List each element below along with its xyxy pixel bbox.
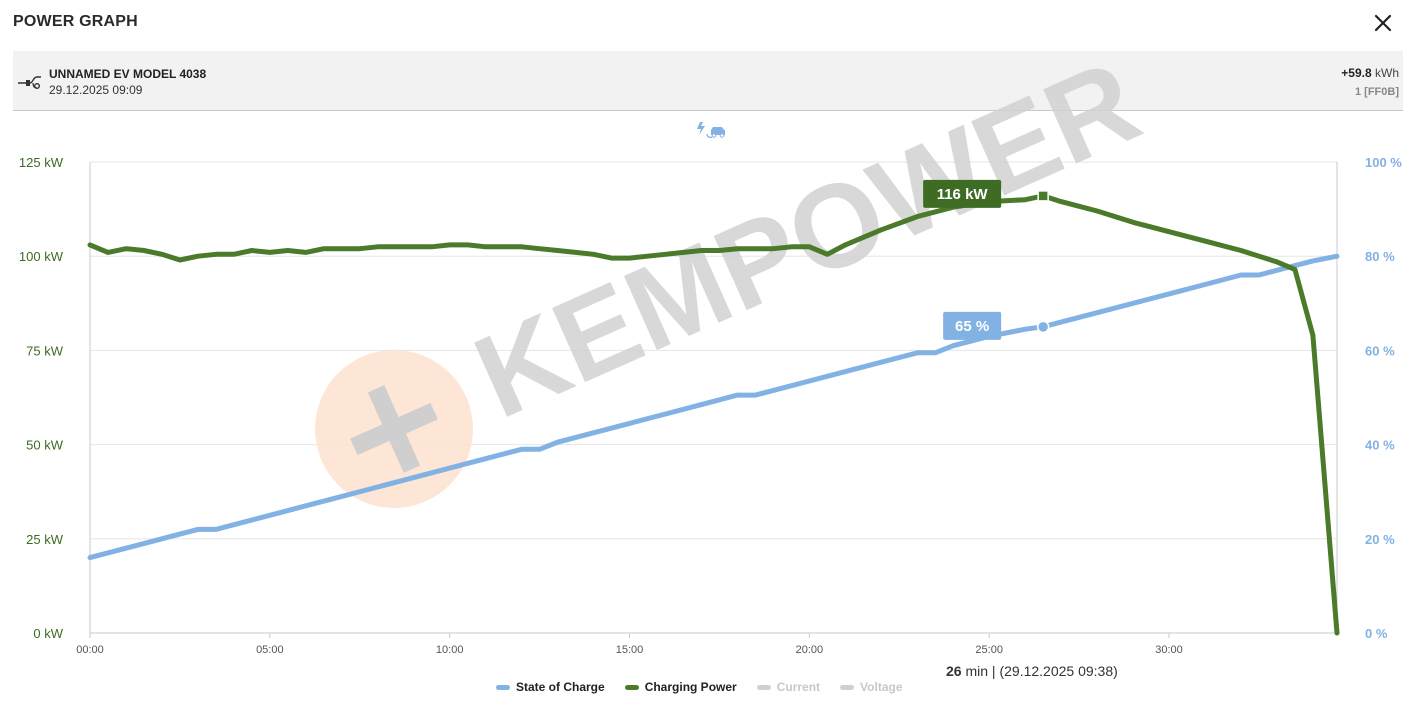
legend-swatch	[756, 684, 771, 690]
readout-unit: min |	[961, 663, 1000, 679]
energy-unit: kWh	[1375, 66, 1399, 80]
chart-series	[87, 193, 1340, 636]
legend-item-voltage[interactable]: Voltage	[840, 680, 903, 694]
legend-swatch	[624, 684, 639, 690]
legend-label: Current	[776, 680, 821, 694]
x-tick-label: 25:00	[975, 644, 1003, 656]
chart-markers: 116 kW 65 %	[923, 179, 1050, 340]
y-right-tick-label: 0 %	[1365, 626, 1388, 641]
chart-grid	[89, 161, 1338, 634]
dialog-title: POWER GRAPH	[13, 13, 138, 30]
session-datetime: 29.12.2025 09:09	[49, 83, 143, 97]
legend-item-current[interactable]: Current	[756, 680, 821, 694]
legend-item-soc[interactable]: State of Charge	[496, 680, 605, 694]
y-right-tick-label: 60 %	[1365, 343, 1395, 358]
close-icon[interactable]	[1370, 10, 1396, 36]
x-tick-label: 30:00	[1155, 644, 1183, 656]
y-left-tick-label: 0 kW	[33, 626, 63, 641]
x-tick-label: 15:00	[616, 644, 644, 656]
soc-tooltip-box	[943, 311, 1002, 340]
energy-delivered: +59.8 kWh	[1341, 66, 1399, 80]
y-right-tick-label: 40 %	[1365, 438, 1395, 453]
vehicle-name: UNNAMED EV MODEL 4038	[49, 67, 207, 81]
x-tick-label: 00:00	[76, 644, 104, 656]
connector-id: 1 [FF0B]	[1355, 86, 1399, 98]
time-readout: 26 min | (29.12.2025 09:38)	[946, 663, 1118, 679]
y-left-tick-label: 50 kW	[26, 438, 64, 453]
y-right-tick-label: 80 %	[1365, 249, 1395, 264]
y-left-tick-label: 75 kW	[26, 343, 64, 358]
session-header: UNNAMED EV MODEL 4038 29.12.2025 09:09 +…	[13, 51, 1403, 111]
charging-power-line	[87, 193, 1340, 636]
chart-legend: State of Charge Charging Power Current V…	[496, 679, 923, 695]
chart-axes: 0 kW 0 % 25 kW 20 % 50 kW 40 % 75 kW 60 % 100 kW…	[19, 155, 1402, 656]
x-tick-label: 05:00	[256, 644, 284, 656]
x-tick-label: 10:00	[436, 644, 464, 656]
legend-swatch	[840, 684, 855, 690]
readout-time: (29.12.2025 09:38)	[999, 663, 1118, 679]
x-tick-label: 20:00	[796, 644, 824, 656]
legend-swatch	[496, 684, 510, 690]
y-left-tick-label: 25 kW	[26, 532, 64, 547]
legend-item-power[interactable]: Charging Power	[624, 680, 737, 694]
legend-label: State of Charge	[516, 680, 605, 694]
power-tooltip-text: 116 kW	[937, 186, 989, 203]
readout-minutes: 26	[946, 663, 962, 679]
state-of-charge-line	[87, 253, 1340, 561]
legend-label: Charging Power	[644, 680, 737, 694]
energy-value: +59.8	[1341, 66, 1372, 80]
ev-charging-icon	[697, 122, 725, 139]
legend-label: Voltage	[860, 680, 903, 694]
y-right-tick-label: 100 %	[1365, 155, 1402, 170]
y-right-tick-label: 20 %	[1365, 532, 1395, 547]
power-tooltip-box	[923, 179, 1002, 208]
watermark-plus	[350, 385, 438, 473]
soc-hover-marker	[1036, 320, 1050, 334]
y-left-tick-label: 125 kW	[19, 155, 64, 170]
y-left-tick-label: 100 kW	[19, 249, 64, 264]
plug-icon	[18, 76, 41, 89]
power-hover-marker	[1037, 190, 1049, 202]
soc-tooltip-text: 65 %	[955, 318, 989, 335]
kempower-watermark: KEMPOWER	[315, 35, 1157, 508]
